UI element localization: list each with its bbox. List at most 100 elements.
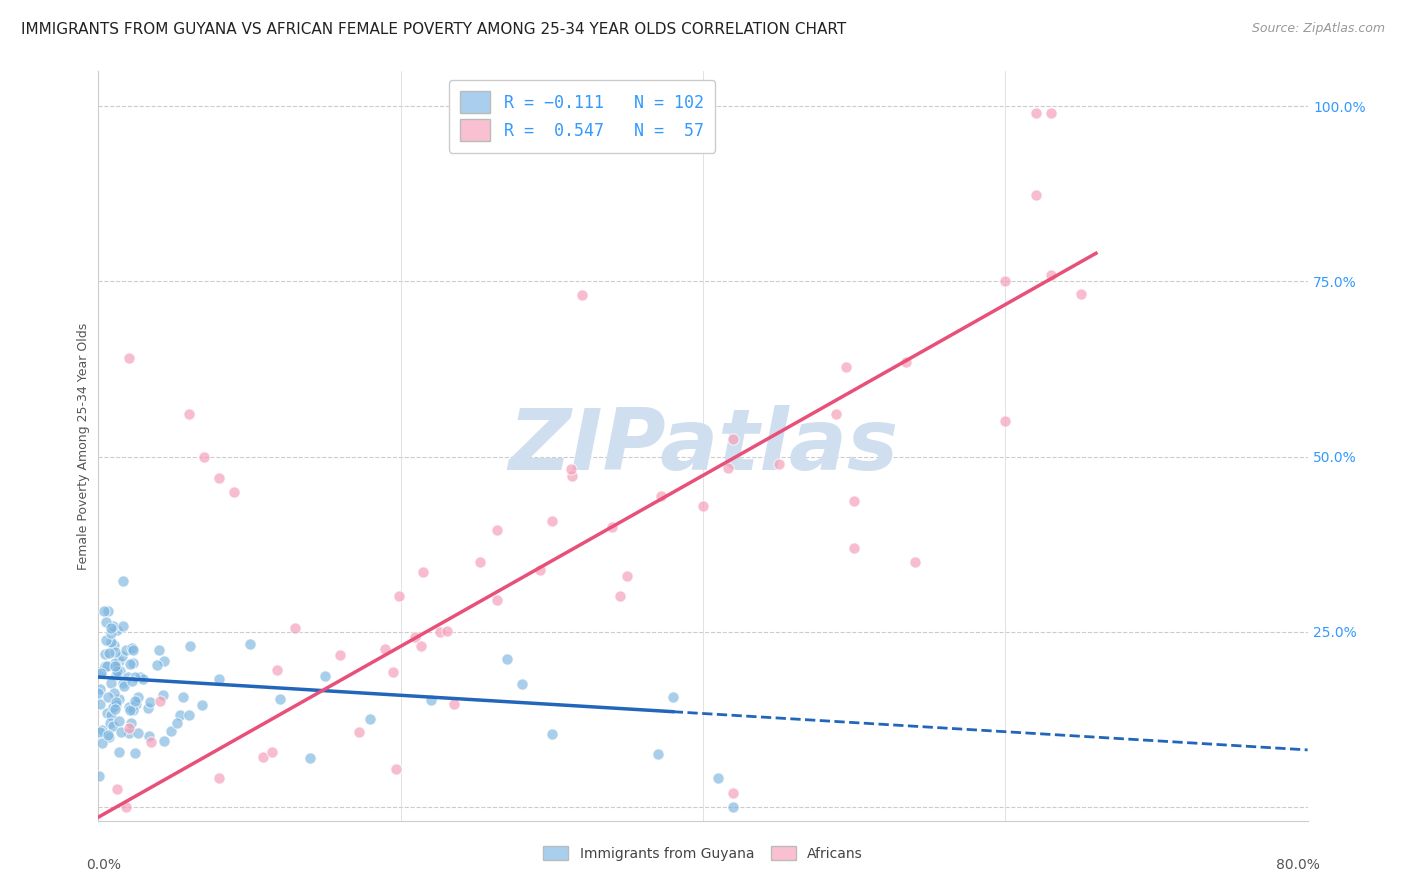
Point	[224, 484, 246, 499]
Point	[108, 664, 131, 678]
Point	[118, 700, 141, 714]
Point	[87, 769, 110, 783]
Point	[94, 633, 117, 648]
Point	[111, 619, 134, 633]
Point	[100, 621, 122, 635]
Point	[90, 664, 112, 678]
Point	[91, 735, 114, 749]
Point	[609, 590, 631, 604]
Point	[89, 697, 111, 711]
Point	[117, 670, 139, 684]
Point	[495, 652, 517, 666]
Point	[260, 745, 283, 759]
Point	[148, 643, 170, 657]
Point	[105, 661, 128, 675]
Point	[149, 694, 172, 708]
Point	[87, 686, 110, 700]
Point	[98, 715, 121, 730]
Point	[122, 703, 145, 717]
Point	[97, 604, 120, 618]
Point	[127, 726, 149, 740]
Point	[100, 625, 122, 640]
Point	[179, 708, 201, 723]
Point	[529, 564, 551, 578]
Point	[429, 624, 451, 639]
Point	[104, 645, 127, 659]
Point	[110, 649, 132, 664]
Point	[105, 781, 128, 796]
Point	[110, 725, 132, 739]
Point	[97, 690, 120, 705]
Point	[96, 706, 118, 720]
Point	[540, 727, 562, 741]
Text: 0.0%: 0.0%	[86, 858, 121, 872]
Point	[384, 762, 406, 776]
Point	[122, 656, 145, 670]
Point	[1070, 287, 1092, 301]
Point	[104, 702, 127, 716]
Point	[269, 691, 291, 706]
Point	[124, 746, 146, 760]
Point	[117, 725, 139, 739]
Point	[118, 721, 141, 735]
Point	[153, 734, 176, 748]
Point	[118, 657, 141, 672]
Point	[486, 593, 509, 607]
Point	[93, 659, 115, 673]
Point	[103, 719, 125, 733]
Point	[103, 638, 125, 652]
Point	[486, 524, 509, 538]
Point	[179, 408, 201, 422]
Point	[1024, 106, 1046, 120]
Point	[104, 695, 127, 709]
Point	[127, 690, 149, 704]
Point	[191, 698, 214, 712]
Point	[152, 654, 174, 668]
Point	[825, 408, 848, 422]
Point	[124, 670, 146, 684]
Point	[166, 715, 188, 730]
Point	[160, 724, 183, 739]
Point	[844, 541, 866, 555]
Point	[1024, 188, 1046, 202]
Point	[105, 698, 128, 712]
Point	[1039, 268, 1062, 282]
Point	[723, 432, 745, 446]
Point	[561, 468, 583, 483]
Point	[650, 489, 672, 503]
Point	[723, 799, 745, 814]
Point	[139, 695, 162, 709]
Point	[616, 568, 638, 582]
Point	[100, 635, 122, 649]
Point	[121, 673, 143, 688]
Point	[436, 624, 458, 638]
Text: ZIPatlas: ZIPatlas	[508, 404, 898, 488]
Point	[91, 723, 114, 737]
Point	[443, 698, 465, 712]
Point	[1039, 106, 1062, 120]
Point	[420, 693, 443, 707]
Point	[108, 654, 131, 668]
Point	[374, 641, 396, 656]
Point	[104, 667, 127, 681]
Point	[284, 621, 307, 635]
Point	[94, 615, 117, 629]
Point	[842, 494, 865, 508]
Point	[360, 712, 382, 726]
Point	[118, 351, 141, 366]
Point	[647, 747, 669, 762]
Point	[193, 450, 215, 464]
Text: 80.0%: 80.0%	[1275, 858, 1320, 872]
Point	[239, 637, 262, 651]
Point	[208, 772, 231, 786]
Point	[299, 751, 322, 765]
Point	[103, 686, 125, 700]
Point	[107, 691, 129, 706]
Point	[717, 461, 740, 475]
Point	[90, 665, 112, 680]
Point	[252, 750, 274, 764]
Point	[208, 470, 231, 484]
Point	[97, 731, 120, 745]
Point	[138, 729, 160, 743]
Point	[93, 604, 115, 618]
